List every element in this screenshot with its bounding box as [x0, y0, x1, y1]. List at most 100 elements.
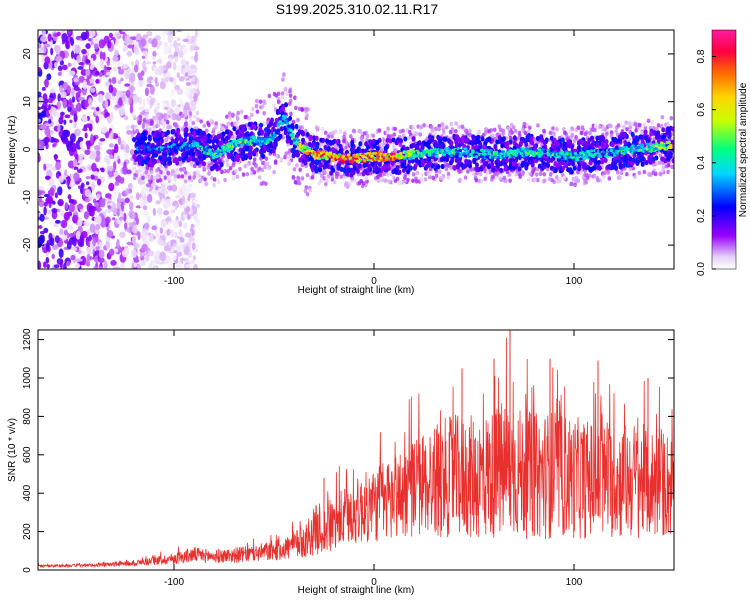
spectrogram-cell [99, 59, 105, 68]
spectrogram-cell [112, 189, 117, 200]
spectrogram-cell [146, 61, 151, 65]
spectrogram-cell [149, 84, 155, 95]
spectrogram-cell [382, 171, 387, 176]
spectrogram-cell [539, 134, 544, 140]
spectrogram-cell [512, 135, 517, 141]
spectrogram-cell [595, 135, 600, 141]
spectrogram-cell [342, 134, 346, 140]
spectrogram-cell [520, 172, 525, 177]
spectrogram-cell [666, 156, 671, 162]
spectrogram-cell [171, 116, 177, 120]
spectrogram-cell [166, 129, 171, 136]
spectrogram-cell [638, 154, 643, 160]
spectrogram-cell [73, 113, 78, 123]
spectrogram-cell [63, 119, 67, 125]
spectrogram-cell [107, 40, 112, 49]
spectrogram-cell [339, 174, 343, 179]
spectrogram-cell [183, 127, 188, 133]
spectrogram-cell [305, 172, 310, 178]
spectrogram-cell [124, 83, 131, 87]
spectrogram-cell [188, 185, 193, 193]
spectrogram-cell [566, 167, 571, 173]
spectrogram-cell [243, 155, 248, 161]
spectrogram-cell [251, 135, 255, 139]
spectrogram-cell [301, 131, 306, 137]
spectrogram-cell [355, 168, 360, 174]
spectrogram-cell [291, 175, 296, 180]
spectrogram-cell [157, 261, 165, 265]
spectrogram-cell [77, 97, 85, 101]
spectrogram-cell [279, 126, 284, 132]
spectrogram-cell [88, 97, 93, 106]
spectrogram-cell [500, 143, 505, 149]
spectrogram-cell [166, 61, 172, 69]
spectrogram-cell [642, 169, 647, 175]
spectrogram-cell [182, 167, 186, 173]
spectrogram-cell [243, 163, 248, 169]
spectrogram-cell [221, 131, 226, 137]
spectrogram-cell [597, 159, 602, 166]
spectrogram-cell [241, 125, 246, 132]
spectrogram-cell [156, 207, 163, 215]
spectrogram-cell [438, 175, 443, 181]
spectrogram-cell [73, 75, 78, 79]
spectrogram-cell [499, 161, 504, 167]
spectrogram-cell [109, 154, 114, 160]
spectrogram-cell [224, 135, 229, 141]
spectrogram-cell [43, 163, 47, 171]
spectrogram-cell [591, 127, 595, 132]
spectrogram-cell [562, 141, 567, 147]
spectrogram-cell [319, 137, 324, 143]
spectrogram-cell [556, 157, 561, 163]
spectrogram-cell [169, 77, 174, 83]
spectrogram-cell [119, 263, 124, 269]
spectrogram-cell [604, 138, 609, 145]
spectrogram-cell [190, 55, 195, 60]
spectrogram-cell [535, 166, 540, 172]
spectrogram-cell [419, 124, 424, 130]
spectrogram-cell [352, 178, 357, 183]
spectrogram-cell [120, 77, 124, 82]
spectrogram-cell [132, 225, 138, 234]
spectrogram-cell [154, 76, 158, 84]
spectrogram-cell [116, 208, 120, 217]
spectrogram-cell [105, 71, 111, 76]
spectrogram-cell [407, 129, 412, 135]
spectrogram-cell [135, 217, 139, 226]
spectrogram-cell [132, 114, 137, 119]
spectrogram-cell [318, 167, 323, 173]
spectrogram-cell [117, 68, 125, 75]
spectrogram-cell [595, 176, 600, 181]
spectrogram-cell [79, 255, 87, 266]
spectrogram-cell [149, 260, 155, 266]
spectrogram-cell [59, 59, 65, 66]
spectrogram-cell [409, 143, 414, 149]
spectrogram-cell [351, 170, 356, 176]
spectrogram-cell [364, 161, 369, 168]
spectrogram-cell [503, 165, 508, 172]
spectrogram-cell [646, 118, 651, 124]
spectrogram-cell [471, 134, 476, 140]
spectrogram-cell [90, 181, 96, 191]
spectrogram-cell [176, 30, 183, 33]
spectrogram-cell [170, 99, 176, 108]
spectrogram-cell [44, 56, 51, 65]
spectrogram-cell [123, 212, 127, 222]
spectrogram-cell [183, 258, 187, 262]
spectrogram-cell [314, 135, 319, 141]
spectrogram-cell [464, 159, 469, 165]
spectrogram-cell [161, 198, 166, 205]
spectrogram-cell [175, 65, 182, 71]
spectrogram-cell [269, 121, 274, 127]
spectrogram-cell [333, 144, 338, 149]
spectrogram-cell [449, 122, 454, 127]
spectrogram-cell [525, 134, 530, 140]
spectrogram-cell [42, 93, 48, 101]
spectrogram-cell [55, 219, 61, 224]
spectrogram-cell [148, 263, 153, 269]
spectrogram-cell [163, 45, 171, 55]
spectrogram-cell [89, 87, 96, 93]
spectrogram-cell [155, 174, 160, 180]
spectrogram-cell [132, 94, 139, 102]
spectrogram-cell [81, 128, 88, 132]
